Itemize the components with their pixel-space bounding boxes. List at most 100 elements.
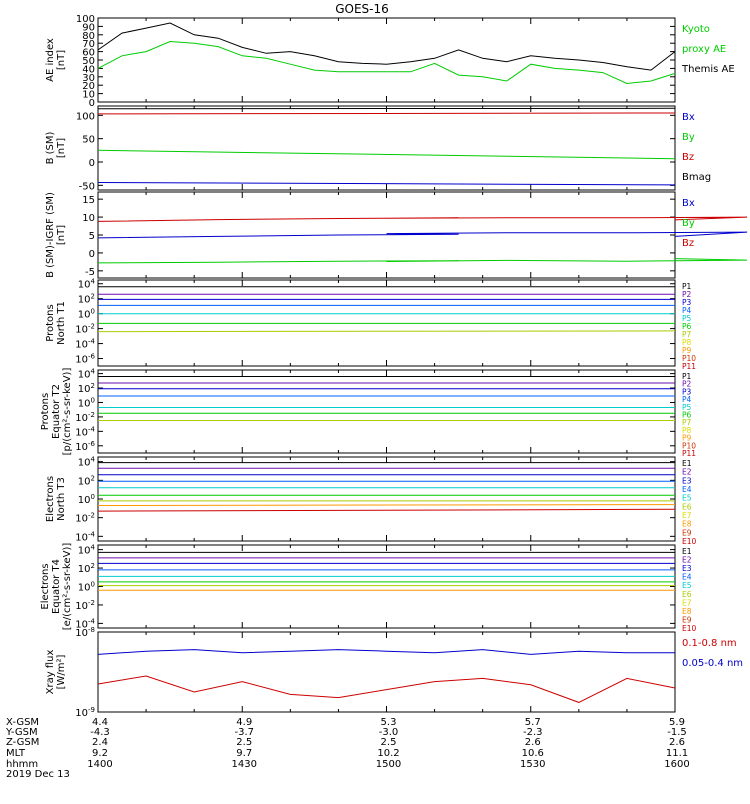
legend-entry: P9 bbox=[682, 434, 692, 443]
legend-entry: P10 bbox=[682, 441, 696, 450]
y-tick-label: 102 bbox=[78, 474, 95, 487]
legend-entry: E5 bbox=[682, 581, 692, 590]
axis-tick-value: -2.3 bbox=[523, 727, 543, 738]
legend-entry: E9 bbox=[682, 528, 692, 537]
axis-tick-value: 9.7 bbox=[236, 748, 252, 759]
axis-row-label: hhmm bbox=[6, 759, 38, 770]
axis-tick-value: 5.9 bbox=[669, 717, 685, 728]
y-tick-label: 104 bbox=[78, 278, 96, 291]
panel-4: 104 102 100 10-2 10-4 10-6 Protons North T1 P1P2… bbox=[45, 278, 696, 371]
y-tick-label: 10 bbox=[82, 213, 95, 224]
y-axis-label: [nT] bbox=[56, 138, 67, 158]
legend-entry: E1 bbox=[682, 547, 692, 556]
legend-entry: Bx bbox=[682, 112, 695, 123]
axis-tick-value: 4.9 bbox=[236, 717, 252, 728]
y-axis-label: [W/m²] bbox=[56, 654, 67, 689]
y-tick-label: 10-8 bbox=[75, 626, 95, 639]
y-axis-label: North T1 bbox=[56, 301, 67, 345]
y-axis-label: Protons bbox=[40, 393, 51, 430]
axis-tick-value: 11.1 bbox=[666, 748, 688, 759]
y-tick-label: 102 bbox=[78, 562, 95, 575]
y-axis-label: Electrons bbox=[40, 563, 51, 609]
series-line bbox=[97, 40, 676, 85]
axis-row-label: MLT bbox=[6, 748, 26, 759]
y-axis-label: Equator T4 bbox=[51, 559, 62, 614]
axis-row-label: X-GSM bbox=[6, 717, 39, 728]
legend-entry: E9 bbox=[682, 615, 692, 624]
legend-entry: P5 bbox=[682, 314, 692, 323]
legend-entry: E10 bbox=[682, 537, 697, 546]
legend-entry: P10 bbox=[682, 354, 696, 363]
y-tick-label: 10 bbox=[82, 90, 95, 101]
legend-entry: P3 bbox=[682, 387, 692, 396]
legend-entry: proxy AE bbox=[682, 44, 726, 55]
panel-8: 10-8 10-9 Xray flux [W/m²] 0.1-0.8 nm 0.05-0.… bbox=[45, 626, 743, 719]
legend-entry: E7 bbox=[682, 598, 692, 607]
y-tick-label: 10-2 bbox=[75, 411, 95, 424]
axis-tick-value: 10.6 bbox=[522, 748, 544, 759]
y-axis-label: [nT] bbox=[56, 50, 67, 70]
axis-tick-value: 2.4 bbox=[92, 737, 108, 748]
y-axis-label: B (SM) bbox=[45, 131, 56, 164]
series-line bbox=[97, 231, 748, 239]
y-axis-label: AE index bbox=[45, 38, 56, 82]
y-tick-label: 100 bbox=[78, 308, 95, 321]
axis-tick-value: 2.5 bbox=[381, 737, 397, 748]
panel-6: 104 102 100 10-2 10-4 Electrons North T3 E1E2E3… bbox=[45, 456, 697, 546]
y-axis-label: Electrons bbox=[45, 476, 56, 522]
y-tick-label: 10-4 bbox=[75, 338, 95, 351]
legend-entry: P8 bbox=[682, 338, 692, 347]
series-line bbox=[97, 107, 676, 110]
legend-entry: P2 bbox=[682, 290, 692, 299]
legend-entry: By bbox=[682, 132, 695, 143]
y-tick-label: 102 bbox=[78, 293, 95, 306]
legend-entry: P11 bbox=[682, 449, 696, 458]
panel-7: 104 102 100 10-2 10-4 Electrons Equator T4 [e/(… bbox=[40, 543, 697, 633]
axis-row-label: Z-GSM bbox=[6, 737, 39, 748]
series-line bbox=[97, 149, 676, 160]
y-tick-label: 100 bbox=[76, 14, 95, 25]
legend-entry: E8 bbox=[682, 607, 692, 616]
axis-tick-value: 1430 bbox=[232, 759, 257, 770]
series-line bbox=[97, 112, 676, 115]
axis-tick-value: -1.5 bbox=[667, 727, 687, 738]
y-tick-label: 10-2 bbox=[75, 512, 95, 525]
y-tick-label: 10-6 bbox=[75, 440, 95, 453]
y-tick-label: -5 bbox=[85, 267, 95, 278]
legend-entry: E7 bbox=[682, 511, 692, 520]
panel-2: -50 0 50 100 B (SM) [nT] Bx By Bz Bmag bbox=[45, 105, 711, 192]
legend-entry: E4 bbox=[682, 573, 692, 582]
y-axis-label: B (SM)-IGRF (SM) bbox=[45, 192, 56, 278]
y-tick-label: 70 bbox=[82, 39, 95, 50]
legend-entry: P7 bbox=[682, 418, 692, 427]
legend-entry: Bx bbox=[682, 198, 695, 209]
y-tick-label: 5 bbox=[89, 231, 95, 242]
axis-tick-value: 5.3 bbox=[381, 717, 397, 728]
series-line bbox=[97, 258, 748, 264]
legend-entry: E1 bbox=[682, 459, 692, 468]
legend-entry: P1 bbox=[682, 372, 692, 381]
legend-entry: P3 bbox=[682, 298, 692, 307]
series-line bbox=[97, 330, 676, 333]
y-tick-label: 10-4 bbox=[75, 425, 95, 438]
legend-entry: Bz bbox=[682, 152, 694, 163]
y-axis-label: North T3 bbox=[56, 477, 67, 521]
legend-entry: E10 bbox=[682, 624, 697, 633]
axis-tick-value: 1500 bbox=[376, 759, 401, 770]
legend-entry: P5 bbox=[682, 403, 692, 412]
y-tick-label: 15 bbox=[82, 195, 95, 206]
y-tick-label: 50 bbox=[82, 135, 95, 146]
axis-tick-value: 2.6 bbox=[669, 737, 685, 748]
axis-tick-value: -3.7 bbox=[234, 727, 254, 738]
legend-entry: P2 bbox=[682, 380, 692, 389]
legend-entry: 0.1-0.8 nm bbox=[682, 638, 737, 649]
axis-row-label: Y-GSM bbox=[5, 727, 38, 738]
y-tick-label: 0 bbox=[89, 98, 95, 109]
y-axis-label: Protons bbox=[45, 304, 56, 341]
y-tick-label: 60 bbox=[82, 48, 95, 59]
y-axis-label: [nT] bbox=[56, 225, 67, 245]
series-line bbox=[97, 649, 675, 655]
legend-entry: Kyoto bbox=[682, 24, 710, 35]
y-tick-label: 10-2 bbox=[75, 599, 95, 612]
